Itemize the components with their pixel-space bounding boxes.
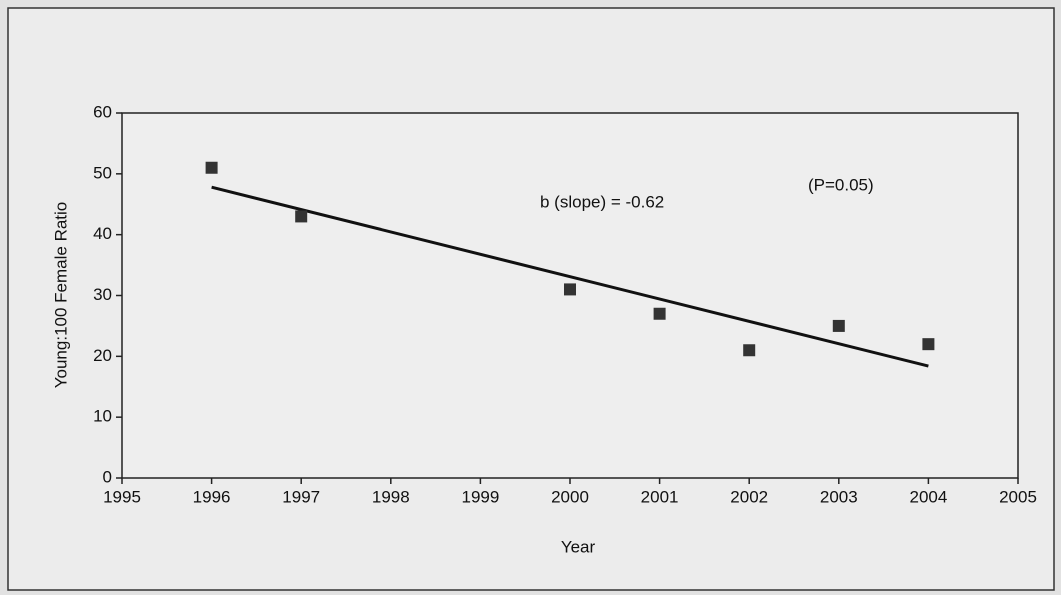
x-tick-label: 2001 xyxy=(641,487,679,506)
y-tick-label: 30 xyxy=(93,285,112,304)
y-axis-label: Young:100 Female Ratio xyxy=(51,202,70,389)
plot-area xyxy=(121,112,1019,479)
x-tick-label: 1997 xyxy=(282,487,320,506)
trendline xyxy=(211,185,929,368)
y-tick-label: 10 xyxy=(93,407,112,426)
y-tick-label: 40 xyxy=(93,224,112,243)
marker xyxy=(743,344,756,357)
x-tick-label: 2002 xyxy=(730,487,768,506)
marker xyxy=(205,161,218,174)
marker xyxy=(832,319,845,332)
y-tick-label: 60 xyxy=(93,102,112,121)
x-tick-label: 1996 xyxy=(193,487,231,506)
marker xyxy=(653,307,666,320)
marker xyxy=(564,283,576,296)
x-tick-label: 1999 xyxy=(461,487,499,506)
x-tick-label: 2004 xyxy=(909,487,947,506)
annotation: (P=0.05) xyxy=(808,175,874,194)
x-tick-label: 2005 xyxy=(999,487,1037,506)
x-tick-label: 2000 xyxy=(551,487,589,506)
x-tick-label: 2003 xyxy=(820,487,858,506)
x-tick-label: 1998 xyxy=(372,487,410,506)
x-tick-label: 1995 xyxy=(103,487,141,506)
y-tick-label: 0 xyxy=(103,467,112,486)
marker xyxy=(922,338,935,351)
marker xyxy=(295,210,308,223)
y-tick-label: 50 xyxy=(93,163,112,182)
x-axis-label: Year xyxy=(561,537,596,556)
annotation: b (slope) = -0.62 xyxy=(540,192,664,211)
y-tick-label: 20 xyxy=(93,346,112,365)
